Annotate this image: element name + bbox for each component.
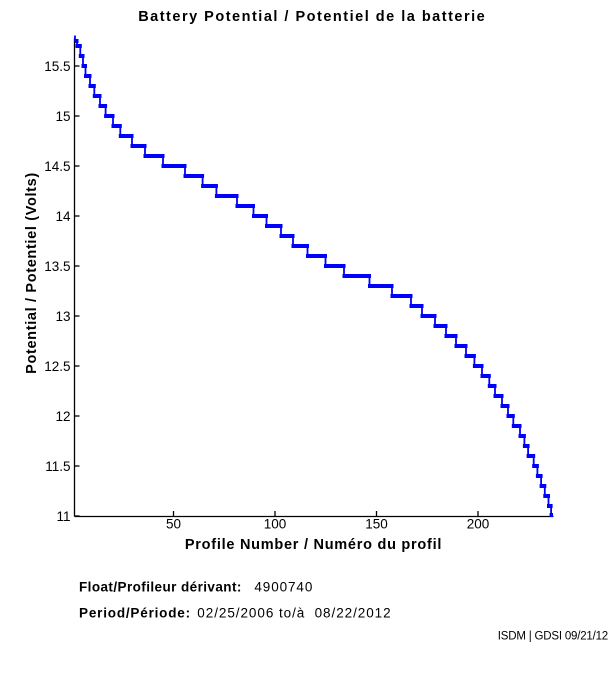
svg-text:12.5: 12.5	[44, 359, 70, 374]
svg-text:12: 12	[55, 409, 70, 424]
svg-text:Battery Potential / Potentiel: Battery Potential / Potentiel de la batt…	[138, 9, 486, 25]
svg-text:Float/Profileur dérivant:: Float/Profileur dérivant:	[79, 580, 242, 595]
svg-text:4900740: 4900740	[254, 580, 313, 595]
svg-text:Potential / Potentiel (Volts): Potential / Potentiel (Volts)	[24, 172, 40, 374]
svg-text:13.5: 13.5	[44, 259, 70, 274]
svg-text:13: 13	[55, 309, 70, 324]
svg-text:15.5: 15.5	[44, 59, 70, 74]
svg-text:11.5: 11.5	[45, 459, 70, 474]
svg-text:ISDM | GDSI 09/21/12: ISDM | GDSI 09/21/12	[498, 630, 608, 642]
svg-text:15: 15	[55, 109, 70, 124]
svg-text:02/25/2006 to/à 08/22/2012: 02/25/2006 to/à 08/22/2012	[197, 606, 391, 621]
svg-text:150: 150	[365, 517, 388, 532]
svg-text:100: 100	[264, 517, 287, 532]
svg-text:14.5: 14.5	[44, 159, 70, 174]
svg-text:50: 50	[166, 517, 181, 532]
svg-text:Profile Number / Numéro du pro: Profile Number / Numéro du profil	[185, 537, 442, 553]
svg-text:200: 200	[467, 517, 490, 532]
svg-text:11: 11	[56, 509, 70, 524]
svg-text:14: 14	[55, 209, 71, 224]
svg-text:Period/Période:: Period/Période:	[79, 606, 191, 621]
